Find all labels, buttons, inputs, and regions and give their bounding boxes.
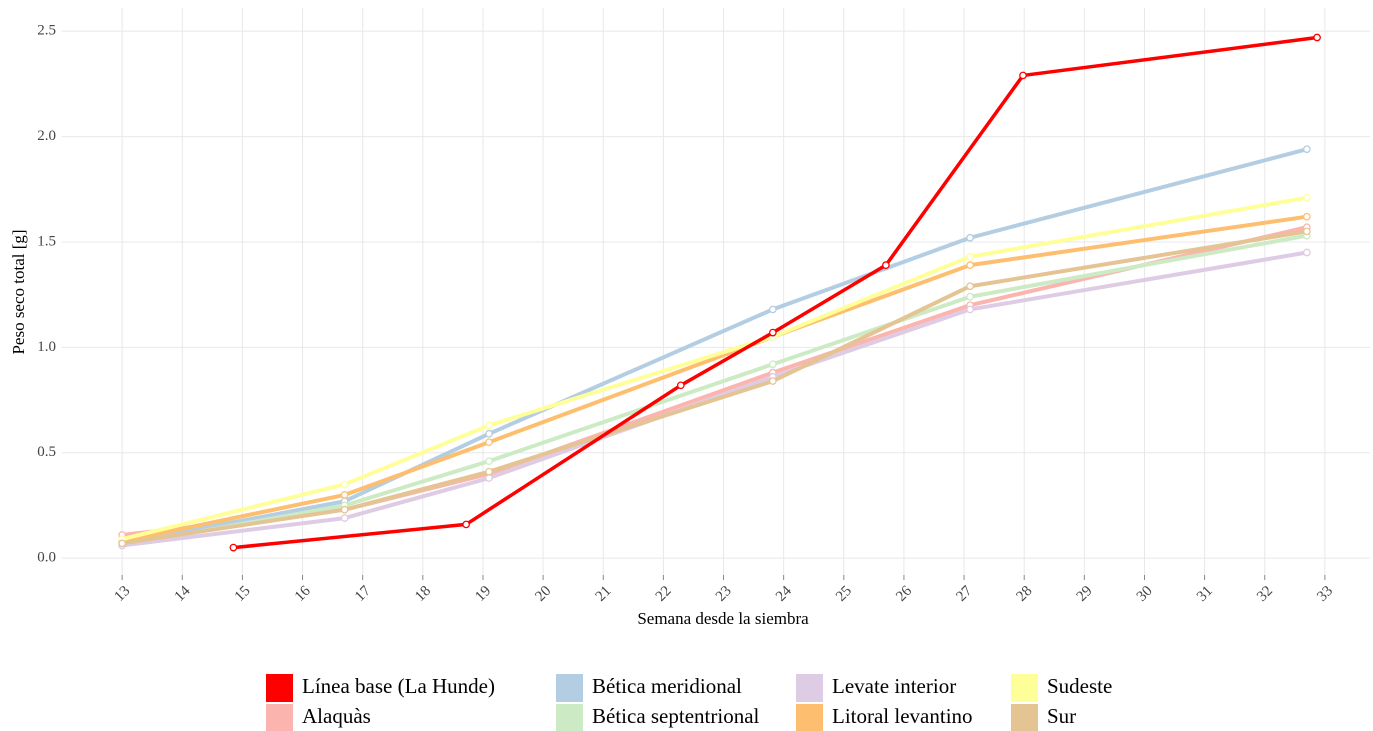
data-point [340, 514, 349, 522]
x-tick-label: 23 [713, 583, 735, 605]
y-tick-label: 2.5 [37, 23, 56, 39]
data-point [966, 233, 974, 242]
x-tick-label: 17 [352, 583, 374, 605]
legend-key [1011, 704, 1038, 731]
legend-key [556, 674, 583, 702]
series-line [121, 195, 1308, 542]
x-tick-label: 27 [953, 583, 975, 605]
data-point [1303, 193, 1311, 202]
data-point [485, 429, 493, 438]
x-tick-label: 22 [653, 583, 675, 605]
legend-key [266, 704, 293, 731]
data-point [768, 305, 777, 314]
legend-label: Alaquàs [302, 704, 371, 728]
data-point [485, 467, 493, 476]
x-tick-label: 29 [1074, 583, 1096, 605]
x-tick-label: 21 [593, 583, 615, 605]
y-tick-label: 2.0 [37, 128, 56, 144]
x-tick-label: 30 [1134, 583, 1156, 605]
x-axis-title: Semana desde la siembra [637, 609, 809, 628]
x-tick-label: 24 [773, 583, 795, 605]
series-line [233, 35, 1318, 550]
y-tick-label: 0.5 [37, 444, 56, 460]
x-tick-label: 25 [833, 583, 855, 605]
x-tick-label: 19 [472, 583, 494, 605]
data-point [229, 543, 238, 552]
data-point [1303, 145, 1311, 154]
x-tick-label: 28 [1014, 583, 1036, 605]
y-tick-label: 1.5 [37, 233, 56, 249]
x-tick-label: 16 [292, 583, 314, 605]
data-point [966, 292, 974, 301]
data-point [1303, 227, 1311, 236]
x-tick-label: 32 [1254, 583, 1276, 605]
data-point [485, 438, 493, 447]
legend-key [266, 674, 293, 702]
x-tick-label: 31 [1194, 583, 1216, 605]
data-point [768, 360, 777, 369]
data-point [966, 261, 974, 270]
data-point [485, 474, 493, 482]
series-line [121, 233, 1308, 548]
x-tick-label: 20 [532, 583, 554, 605]
legend-key [796, 674, 823, 702]
data-point [768, 328, 777, 337]
data-point [1313, 33, 1321, 42]
data-point [340, 480, 349, 489]
data-point [768, 377, 777, 385]
x-tick-label: 13 [111, 583, 133, 605]
legend-label: Sur [1047, 704, 1076, 728]
legend-label: Sudeste [1047, 674, 1112, 698]
series-line [121, 225, 1308, 537]
series-line [121, 229, 1308, 546]
data-point [1019, 71, 1027, 80]
x-tick-label: 33 [1314, 583, 1336, 605]
y-axis-title: Peso seco total [g] [9, 229, 28, 354]
series-line [121, 214, 1308, 544]
legend-key [796, 704, 823, 731]
data-point [340, 491, 349, 499]
data-point [1303, 248, 1311, 257]
y-tick-label: 0.0 [37, 550, 56, 566]
series-line [121, 147, 1308, 546]
legend-label: Levate interior [832, 674, 956, 698]
data-point [118, 539, 126, 548]
legend-label: Bética septentrional [592, 704, 760, 728]
data-point [966, 282, 974, 291]
legend-label: Línea base (La Hunde) [302, 674, 495, 698]
legend-label: Litoral levantino [832, 704, 973, 728]
data-point [485, 457, 493, 466]
legend-label: Bética meridional [592, 674, 742, 698]
x-tick-label: 15 [232, 583, 254, 605]
x-tick-label: 26 [893, 583, 915, 605]
y-tick-label: 1.0 [37, 339, 56, 355]
data-point [676, 381, 685, 390]
data-point [485, 421, 493, 430]
x-tick-label: 18 [412, 583, 434, 605]
data-point [966, 305, 974, 314]
x-tick-label: 14 [172, 583, 194, 605]
data-point [882, 261, 890, 270]
data-point [1303, 212, 1311, 221]
legend-key [1011, 674, 1038, 702]
legend-key [556, 704, 583, 731]
data-point [462, 520, 470, 529]
data-point [340, 505, 349, 514]
data-point [966, 252, 974, 261]
